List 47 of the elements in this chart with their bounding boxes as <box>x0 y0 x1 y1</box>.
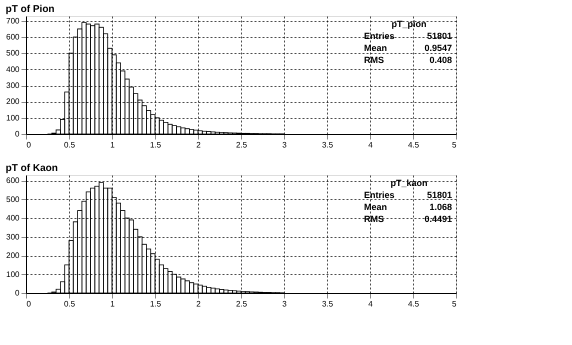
y-tick-label: 300 <box>6 81 20 90</box>
x-tick-label: 0 <box>26 300 32 308</box>
x-tick-label: 3 <box>282 140 288 150</box>
x-tick-label: 0 <box>26 140 32 150</box>
x-tick-label: 2.5 <box>236 300 248 308</box>
x-tick-label: 5 <box>452 140 458 150</box>
text: RMS 0.4491 <box>364 214 452 224</box>
x-tick-label: 2 <box>196 300 202 308</box>
y-tick-label: 600 <box>6 176 20 186</box>
x-tick-label: 4 <box>368 140 374 150</box>
x-tick-label: 1.5 <box>150 140 162 150</box>
y-tick-label: 0 <box>15 130 20 138</box>
y-tick-label: 400 <box>6 64 20 74</box>
x-tick-label: 3.5 <box>322 300 334 308</box>
y-tick-label: 600 <box>6 32 20 42</box>
x-tick-label: 1 <box>110 300 116 308</box>
text: Entries 51801 <box>364 31 452 41</box>
y-tick-label: 200 <box>6 251 20 260</box>
text: Mean 1.068 <box>364 202 452 212</box>
x-tick-label: 1 <box>110 140 116 150</box>
y-tick-label: 0 <box>15 288 20 298</box>
x-tick-label: 2 <box>196 140 202 150</box>
y-tick-label: 700 <box>6 16 20 26</box>
x-tick-label: 0.5 <box>64 140 76 150</box>
text: Mean 0.9547 <box>364 43 452 53</box>
x-tick-label: 4 <box>368 300 374 308</box>
y-tick-label: 100 <box>6 270 20 279</box>
y-tick-label: 300 <box>6 232 20 242</box>
x-tick-label: 3 <box>282 300 288 308</box>
x-tick-label: 1.5 <box>150 300 162 308</box>
y-tick-label: 400 <box>6 214 20 223</box>
text: Entries 51801 <box>364 190 452 200</box>
chart-title: pT of Pion <box>6 4 55 15</box>
y-tick-label: 100 <box>6 113 20 122</box>
y-tick-label: 200 <box>6 97 20 106</box>
text: RMS 0.408 <box>364 55 452 65</box>
y-tick-label: 500 <box>6 48 20 58</box>
annotation: pT_pion <box>392 19 426 29</box>
annotation: pT_kaon <box>390 178 428 188</box>
chart-title: pT of Kaon <box>6 163 58 174</box>
x-tick-label: 4.5 <box>408 300 420 308</box>
x-tick-label: 0.5 <box>64 300 76 308</box>
y-tick-label: 500 <box>6 194 20 204</box>
x-tick-label: 5 <box>452 300 458 308</box>
x-tick-label: 2.5 <box>236 140 248 150</box>
x-tick-label: 3.5 <box>322 140 334 150</box>
x-tick-label: 4.5 <box>408 140 420 150</box>
